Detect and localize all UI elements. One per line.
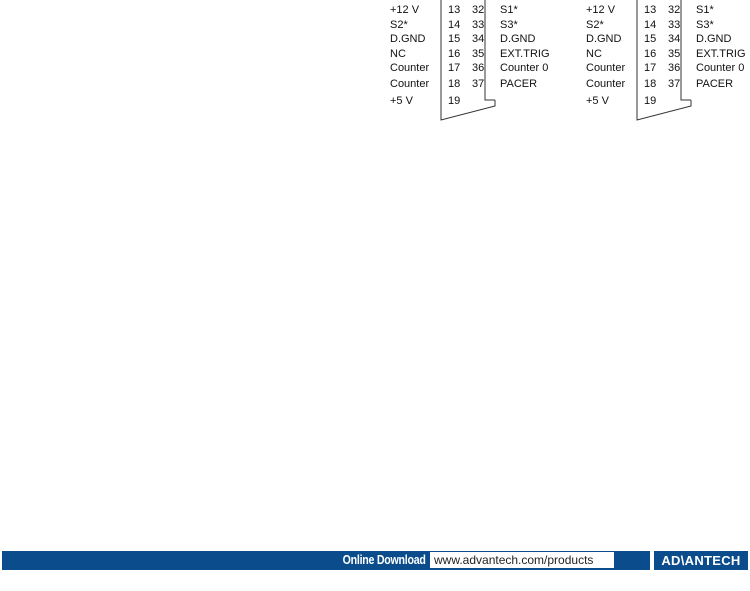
pin-number-b: 35	[668, 48, 681, 60]
footer-bar: Online Download www.advantech.com/produc…	[2, 551, 650, 570]
pin-number-b: 37	[472, 78, 485, 90]
pin-number-a: 15	[448, 33, 461, 45]
pin-number-b: 33	[472, 19, 485, 31]
connector-outline	[636, 0, 692, 121]
pin-number-b: 34	[668, 33, 681, 45]
pin-label-left: +5 V	[586, 95, 609, 107]
pin-label-left: NC	[586, 48, 602, 60]
pin-label-left: +12 V	[390, 4, 420, 16]
pin-number-a: 14	[644, 19, 657, 31]
pin-label-right: S1*	[500, 4, 518, 16]
pin-number-a: 18	[644, 78, 657, 90]
pin-label-left: +12 V	[586, 4, 616, 16]
pin-label-right: D.GND	[696, 33, 732, 45]
pin-label-right: Counter 0	[696, 62, 745, 74]
pin-label-left: Counter	[390, 78, 430, 90]
pin-number-b: 36	[668, 62, 681, 74]
pin-number-a: 13	[448, 4, 461, 16]
pin-number-a: 15	[644, 33, 657, 45]
pin-label-right: Counter 0	[500, 62, 549, 74]
pin-number-b: 33	[668, 19, 681, 31]
pin-number-a: 19	[644, 95, 657, 107]
pin-number-a: 16	[448, 48, 461, 60]
pin-label-right: EXT.TRIG	[696, 48, 746, 60]
pin-label-left: D.GND	[586, 33, 622, 45]
pin-label-right: D.GND	[500, 33, 536, 45]
pin-number-b: 34	[472, 33, 485, 45]
pin-label-right: PACER	[500, 78, 538, 90]
pin-label-left: Counter	[390, 62, 430, 74]
pin-label-right: S3*	[696, 19, 714, 31]
pin-number-b: 37	[668, 78, 681, 90]
connector-pinout-1: +12 V 13 32 S1* S2* 14 33 S3* D.GND 15 3…	[390, 0, 570, 125]
pin-label-left: S2*	[390, 19, 408, 31]
pin-label-left: Counter	[586, 78, 626, 90]
download-url-link[interactable]: www.advantech.com/products	[430, 552, 614, 568]
pin-number-b: 32	[668, 4, 681, 16]
pin-label-right: S3*	[500, 19, 518, 31]
pin-number-a: 14	[448, 19, 461, 31]
advantech-logo: AD\ANTECH	[654, 551, 748, 570]
pin-number-b: 35	[472, 48, 485, 60]
pin-label-right: PACER	[696, 78, 734, 90]
pin-label-left: NC	[390, 48, 406, 60]
pin-label-left: Counter	[586, 62, 626, 74]
pin-label-left: +5 V	[390, 95, 413, 107]
pin-number-a: 13	[644, 4, 657, 16]
pin-number-a: 16	[644, 48, 657, 60]
connector-outline	[440, 0, 496, 121]
pin-number-a: 18	[448, 78, 461, 90]
pin-number-b: 32	[472, 4, 485, 16]
pin-label-left: S2*	[586, 19, 604, 31]
pin-number-a: 17	[644, 62, 657, 74]
pin-label-right: EXT.TRIG	[500, 48, 550, 60]
connector-pinout-2: +12 V 13 32 S1* S2* 14 33 S3* D.GND 15 3…	[586, 0, 750, 125]
pin-number-a: 17	[448, 62, 461, 74]
pin-number-b: 36	[472, 62, 485, 74]
pin-number-a: 19	[448, 95, 461, 107]
pin-label-right: S1*	[696, 4, 714, 16]
online-download-label: Online Download	[343, 553, 426, 567]
pin-label-left: D.GND	[390, 33, 426, 45]
